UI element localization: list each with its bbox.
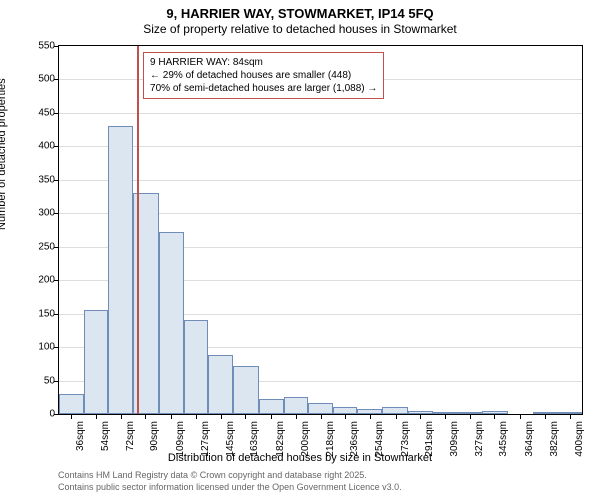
plot-area: 9 HARRIER WAY: 84sqm ← 29% of detached h… — [58, 45, 583, 415]
y-tick-label: 150 — [38, 308, 55, 319]
y-tick-label: 400 — [38, 141, 55, 152]
histogram-bar — [259, 399, 284, 414]
x-tick-mark — [370, 414, 371, 419]
x-tick-mark — [171, 414, 172, 419]
footer-line2: Contains public sector information licen… — [58, 482, 402, 494]
annotation-line1: 9 HARRIER WAY: 84sqm — [150, 56, 377, 69]
x-tick-mark — [271, 414, 272, 419]
y-tick-label: 300 — [38, 208, 55, 219]
y-tick-label: 200 — [38, 275, 55, 286]
histogram-bar — [333, 407, 358, 414]
annotation-line3: 70% of semi-detached houses are larger (… — [150, 82, 377, 95]
y-tick-label: 500 — [38, 74, 55, 85]
histogram-bar — [59, 394, 84, 414]
chart-subtitle: Size of property relative to detached ho… — [0, 22, 600, 36]
annotation-line2: ← 29% of detached houses are smaller (44… — [150, 69, 377, 82]
y-tick-label: 100 — [38, 342, 55, 353]
y-axis-label: Number of detached properties — [0, 78, 8, 230]
histogram-bar — [208, 355, 233, 414]
x-tick-mark — [221, 414, 222, 419]
y-tick-label: 450 — [38, 107, 55, 118]
x-tick-mark — [71, 414, 72, 419]
chart-title: 9, HARRIER WAY, STOWMARKET, IP14 5FQ — [0, 6, 600, 21]
x-tick-mark — [396, 414, 397, 419]
x-tick-mark — [96, 414, 97, 419]
y-tick-label: 350 — [38, 174, 55, 185]
histogram-bar — [184, 320, 209, 414]
histogram-bar — [284, 397, 309, 414]
x-tick-mark — [520, 414, 521, 419]
histogram-bar — [233, 366, 259, 414]
x-tick-mark — [570, 414, 571, 419]
x-tick-mark — [245, 414, 246, 419]
histogram-bar — [159, 232, 184, 414]
histogram-bar — [382, 407, 408, 414]
x-tick-mark — [345, 414, 346, 419]
x-tick-mark — [296, 414, 297, 419]
histogram-bar — [308, 403, 333, 414]
histogram-bar — [108, 126, 133, 414]
footer: Contains HM Land Registry data © Crown c… — [58, 470, 402, 493]
marker-line — [137, 46, 139, 414]
x-tick-mark — [494, 414, 495, 419]
y-tick-label: 50 — [44, 375, 55, 386]
x-tick-mark — [196, 414, 197, 419]
x-tick-mark — [321, 414, 322, 419]
footer-line1: Contains HM Land Registry data © Crown c… — [58, 470, 402, 482]
y-tick-label: 250 — [38, 241, 55, 252]
annotation-box: 9 HARRIER WAY: 84sqm ← 29% of detached h… — [143, 52, 384, 99]
x-tick-mark — [121, 414, 122, 419]
x-tick-mark — [545, 414, 546, 419]
x-tick-mark — [420, 414, 421, 419]
chart-container: 9, HARRIER WAY, STOWMARKET, IP14 5FQ Siz… — [0, 0, 600, 500]
x-tick-mark — [145, 414, 146, 419]
x-tick-mark — [445, 414, 446, 419]
x-tick-mark — [470, 414, 471, 419]
x-axis-label: Distribution of detached houses by size … — [0, 452, 600, 464]
histogram-bar — [84, 310, 109, 414]
y-tick-label: 0 — [49, 409, 55, 420]
y-tick-label: 550 — [38, 41, 55, 52]
